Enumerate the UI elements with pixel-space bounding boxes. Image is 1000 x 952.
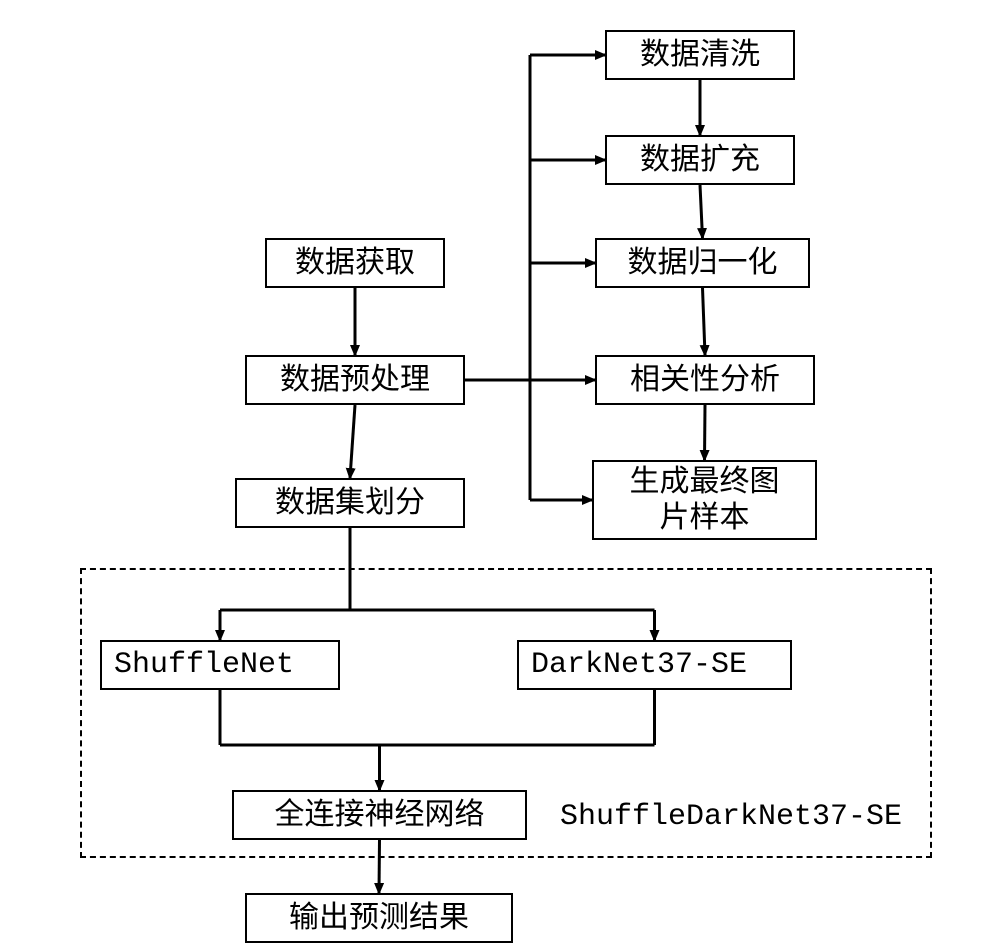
node-data-preprocess: 数据预处理: [245, 355, 465, 405]
node-data-normalize: 数据归一化: [595, 238, 810, 288]
node-label: DarkNet37-SE: [531, 647, 747, 683]
model-name-text: ShuffleDarkNet37-SE: [560, 800, 902, 834]
node-label: 数据清洗: [640, 37, 760, 73]
node-label: 数据归一化: [628, 245, 778, 281]
node-shufflenet: ShuffleNet: [100, 640, 340, 690]
node-output-prediction: 输出预测结果: [245, 893, 513, 943]
node-darknet37-se: DarkNet37-SE: [517, 640, 792, 690]
node-label: 生成最终图 片样本: [630, 464, 780, 536]
node-label: 输出预测结果: [289, 900, 469, 936]
node-data-clean: 数据清洗: [605, 30, 795, 80]
node-label: 全连接神经网络: [275, 797, 485, 833]
node-correlation-analysis: 相关性分析: [595, 355, 815, 405]
node-dataset-split: 数据集划分: [235, 478, 465, 528]
node-fully-connected-nn: 全连接神经网络: [232, 790, 527, 840]
node-data-augment: 数据扩充: [605, 135, 795, 185]
node-label: 数据集划分: [275, 485, 425, 521]
node-label: 数据获取: [295, 245, 415, 281]
node-generate-samples: 生成最终图 片样本: [592, 460, 817, 540]
model-name-label: ShuffleDarkNet37-SE: [560, 800, 902, 834]
node-label: 相关性分析: [630, 362, 780, 398]
node-label: ShuffleNet: [114, 647, 294, 683]
node-data-acquire: 数据获取: [265, 238, 445, 288]
node-label: 数据预处理: [280, 362, 430, 398]
node-label: 数据扩充: [640, 142, 760, 178]
